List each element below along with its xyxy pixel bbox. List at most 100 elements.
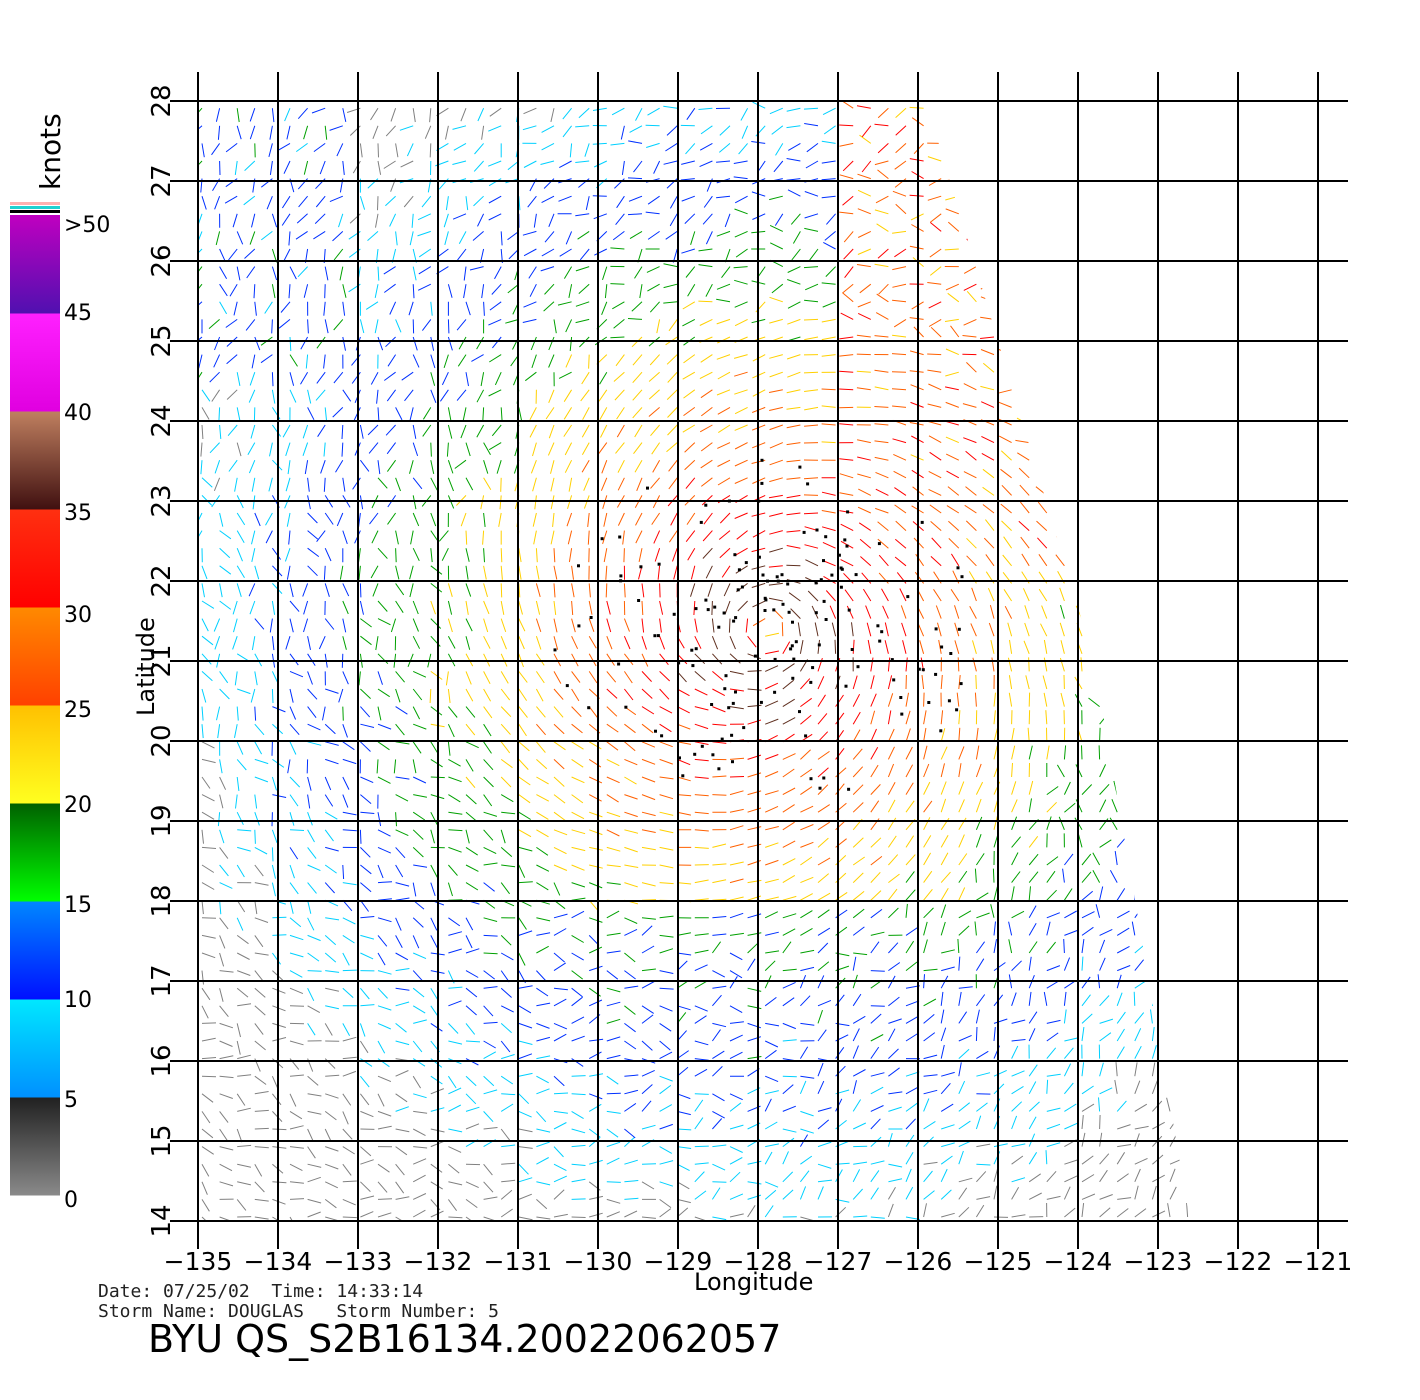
- rain-flag-dot: [789, 647, 793, 651]
- cb-label-15: 15: [64, 893, 92, 918]
- rain-flag-dot: [646, 486, 649, 490]
- y-tick-label: 21: [147, 644, 177, 677]
- rain-flag-dot: [763, 596, 767, 600]
- rain-flag-dot: [845, 544, 849, 548]
- rain-flag-dot: [753, 654, 757, 658]
- rain-flag-dot: [809, 777, 813, 781]
- rain-flag-dot: [672, 612, 676, 616]
- colorbar-band: [10, 1097, 60, 1196]
- y-tick-label: 24: [147, 404, 177, 437]
- wind-vector-group: [200, 107, 1190, 1221]
- colorbar-band: [10, 313, 60, 412]
- wind-vector-field: [198, 101, 1190, 1221]
- rain-flag-dot: [732, 619, 736, 623]
- x-tick-label: −124: [1044, 1247, 1113, 1276]
- rain-flag-dot: [878, 639, 882, 643]
- rain-flag-dot: [734, 690, 737, 694]
- rain-flag-dot: [624, 705, 628, 709]
- x-tick-label: −134: [244, 1247, 313, 1276]
- colorbar-band: [10, 607, 60, 706]
- rain-flag-dot: [815, 528, 819, 532]
- x-tick-label: −128: [724, 1247, 793, 1276]
- rain-flag-dot: [639, 565, 643, 569]
- x-tick-label: −122: [1204, 1247, 1273, 1276]
- colorbar-band: [10, 215, 60, 314]
- rain-flag-dot: [824, 618, 828, 621]
- rain-flag-dot: [681, 774, 685, 778]
- rain-flag-dot: [734, 616, 738, 620]
- y-tick-label: 15: [147, 1124, 177, 1157]
- rain-flag-dot: [691, 664, 695, 668]
- rain-flag-dot: [811, 666, 815, 670]
- rain-flag-dot: [798, 465, 802, 469]
- y-tick-label: 18: [147, 884, 177, 917]
- rain-flag-dot: [737, 568, 741, 572]
- y-tick-label: 26: [147, 244, 177, 277]
- rain-flag-dot: [955, 708, 959, 712]
- rain-flag-dot: [822, 599, 826, 603]
- cb-label-0: 0: [64, 1188, 78, 1213]
- rain-flag-dot: [877, 542, 881, 546]
- x-tick-label: −130: [564, 1247, 633, 1276]
- x-axis-label: Longitude: [694, 1268, 813, 1296]
- rain-flag-dot: [804, 734, 808, 738]
- rain-flag-dot: [921, 668, 925, 672]
- rain-flag-dot: [839, 585, 843, 589]
- rain-flag-dot: [790, 644, 794, 648]
- rain-flag-dot: [880, 630, 884, 634]
- rain-flag-dot: [927, 701, 931, 704]
- cb-label-35: 35: [64, 501, 92, 526]
- rain-flag-dot: [656, 634, 660, 638]
- rain-flag-dot: [906, 595, 910, 599]
- rain-flag-dot: [724, 674, 728, 678]
- y-tick-label: 23: [147, 484, 177, 517]
- rain-flag-dot: [589, 616, 593, 619]
- cb-label-5: 5: [64, 1088, 78, 1113]
- colorbar-band: [10, 803, 60, 902]
- date-time-line: Date: 07/25/02 Time: 14:33:14: [98, 1281, 423, 1302]
- rain-flag-dot: [654, 729, 657, 733]
- rain-flag-dot: [890, 658, 894, 662]
- y-axis-label: Latitude: [132, 617, 160, 716]
- x-tick-label: −125: [964, 1247, 1033, 1276]
- y-tick-label: 16: [147, 1044, 177, 1077]
- rain-flag-dot: [759, 700, 763, 704]
- rain-flag-dot: [814, 581, 818, 585]
- product-id-title: BYU QS_S2B16134.20022062057: [148, 1317, 781, 1361]
- rain-flag-dot: [617, 662, 621, 666]
- rain-flag-dot: [843, 538, 847, 542]
- cb-label-40: 40: [64, 401, 92, 426]
- rain-flag-dot: [775, 575, 779, 579]
- rain-flag-dot: [730, 733, 734, 737]
- rain-flag-dot: [899, 696, 903, 699]
- rain-flag-dot: [710, 703, 714, 706]
- colorbar-band: [10, 509, 60, 608]
- rain-flag-dot: [957, 627, 961, 631]
- rain-flag-dot: [920, 520, 924, 524]
- rain-flag-dot: [791, 676, 795, 680]
- rain-flag-dot: [917, 667, 921, 671]
- x-tick-label: −127: [804, 1247, 873, 1276]
- rain-flag-dot: [817, 643, 821, 647]
- rain-flag-dot: [700, 744, 704, 748]
- rain-flag-dot: [653, 634, 657, 638]
- rain-flag-dot: [856, 665, 860, 669]
- wind-vector-group: [606, 101, 1189, 779]
- rain-flag-dot: [618, 535, 622, 539]
- rain-flag-dot: [587, 706, 591, 710]
- rain-flag-dot: [694, 607, 698, 611]
- rain-flag-dot: [760, 458, 764, 462]
- cb-label-30: 30: [64, 603, 92, 628]
- rain-flag-dot: [802, 530, 806, 534]
- rain-flag-dot: [740, 585, 744, 589]
- colorbar-band: [10, 705, 60, 804]
- rain-flag-dot: [637, 599, 641, 602]
- rain-flag-dot: [577, 624, 581, 628]
- rain-flag-dot: [892, 678, 896, 682]
- cb-label-25: 25: [64, 698, 92, 723]
- rain-flag-dot: [837, 553, 841, 557]
- rain-flag-dot: [846, 510, 850, 514]
- y-tick-label: 20: [147, 724, 177, 757]
- rain-flag-dot: [791, 620, 794, 624]
